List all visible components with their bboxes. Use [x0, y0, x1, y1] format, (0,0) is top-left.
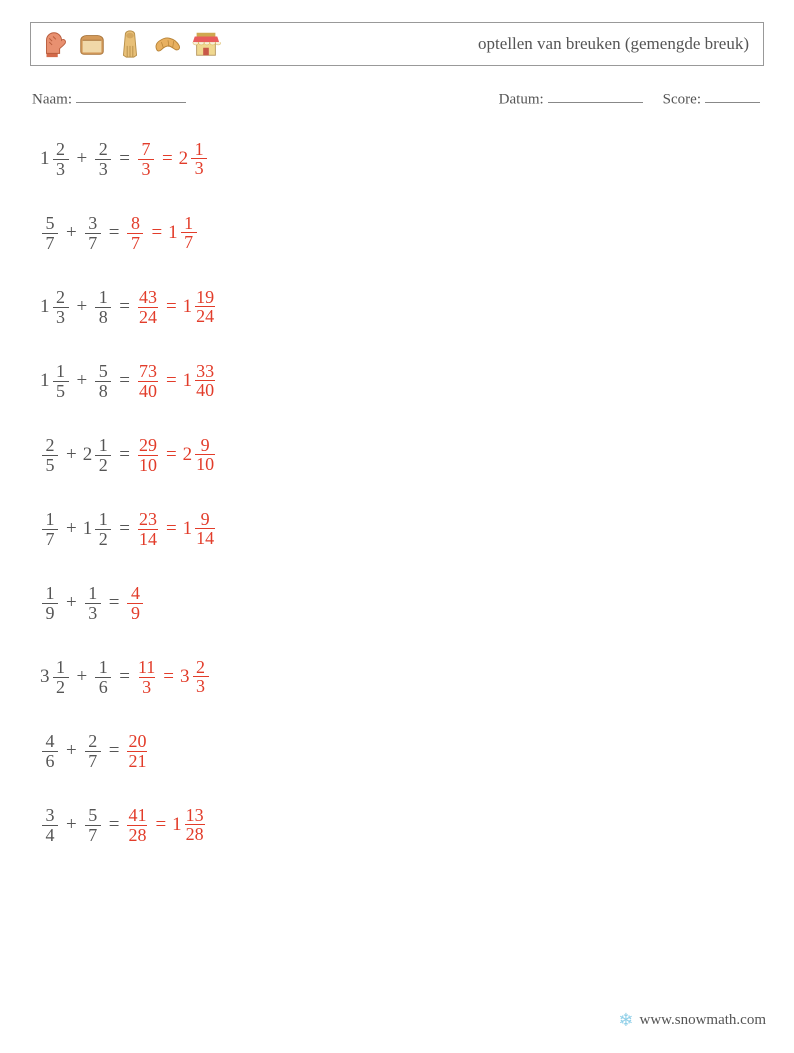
- problem-row: 312+16=113=323: [40, 654, 764, 700]
- problem-row: 19+13=49: [40, 580, 764, 626]
- answer: 87=117: [125, 214, 198, 253]
- footer-site: www.snowmath.com: [639, 1012, 766, 1029]
- baguette-icon: [113, 27, 147, 61]
- answer: 113=323: [136, 658, 211, 697]
- answer: 73=213: [136, 140, 209, 179]
- date-label: Datum:: [499, 91, 544, 107]
- score-field: Score:: [663, 88, 760, 108]
- problem-row: 123+23=73=213: [40, 136, 764, 182]
- mitt-icon: [37, 27, 71, 61]
- meta-row: Naam: Datum: Score:: [30, 88, 764, 108]
- header-icons: [37, 27, 223, 61]
- answer: 2910=2910: [136, 436, 217, 475]
- problems-list: 123+23=73=213 57+37=87=117 123+18=4324=119…: [30, 136, 764, 848]
- shop-icon: [189, 27, 223, 61]
- problem-row: 57+37=87=117: [40, 210, 764, 256]
- answer: 49: [125, 584, 145, 623]
- name-field: Naam:: [32, 88, 186, 108]
- score-label: Score:: [663, 91, 701, 107]
- answer: 7340=13340: [136, 362, 217, 401]
- date-field: Datum:: [499, 88, 643, 108]
- problem-row: 115+58=7340=13340: [40, 358, 764, 404]
- answer: 2314=1914: [136, 510, 217, 549]
- name-label: Naam:: [32, 91, 72, 107]
- bread-icon: [75, 27, 109, 61]
- worksheet-title: optellen van breuken (gemengde breuk): [478, 34, 749, 54]
- problem-row: 25+212=2910=2910: [40, 432, 764, 478]
- croissant-icon: [151, 27, 185, 61]
- answer: 4324=11924: [136, 288, 217, 327]
- score-blank[interactable]: [705, 88, 760, 103]
- problem-row: 34+57=4128=11328: [40, 802, 764, 848]
- problem-row: 46+27=2021: [40, 728, 764, 774]
- answer: 2021: [125, 732, 149, 771]
- snowflake-icon: ❄: [618, 1010, 633, 1031]
- problem-row: 17+112=2314=1914: [40, 506, 764, 552]
- problem-row: 123+18=4324=11924: [40, 284, 764, 330]
- answer: 4128=11328: [125, 806, 206, 845]
- footer: ❄ www.snowmath.com: [618, 1010, 766, 1031]
- header: optellen van breuken (gemengde breuk): [30, 22, 764, 66]
- name-blank[interactable]: [76, 88, 186, 103]
- date-blank[interactable]: [548, 88, 643, 103]
